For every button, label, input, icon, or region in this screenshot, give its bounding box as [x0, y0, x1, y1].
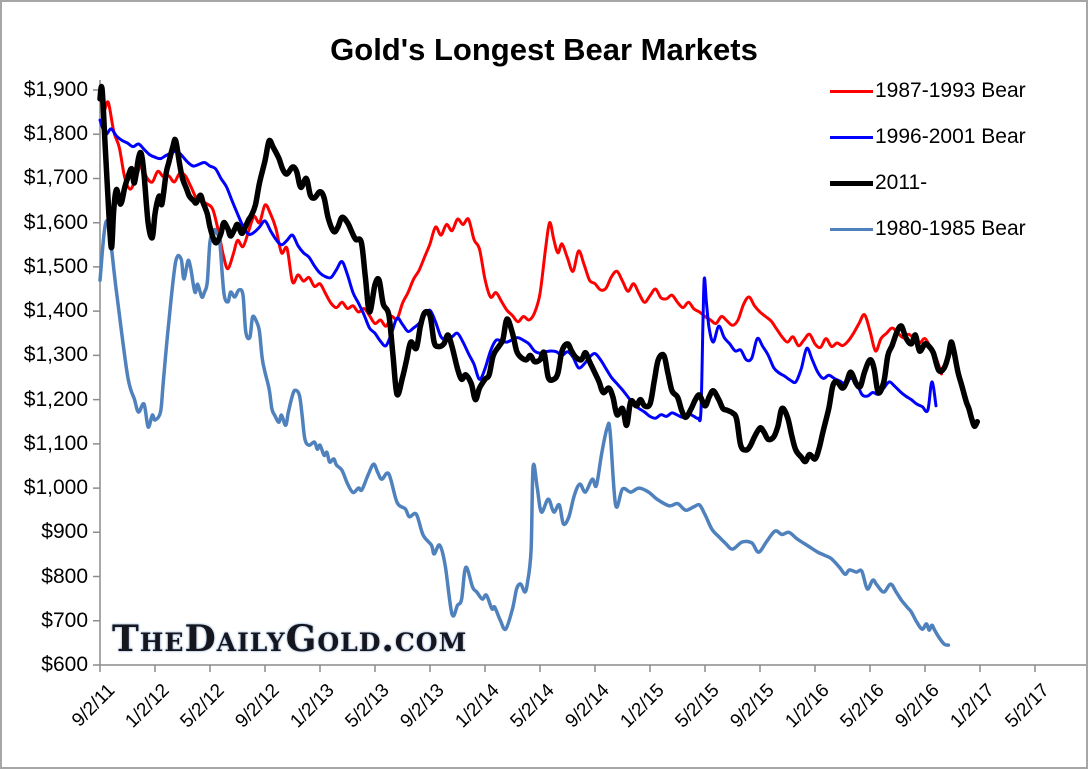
y-axis-label: $700: [41, 608, 88, 632]
series-line-1987-1993-bear: [98, 88, 943, 376]
legend-item-4: 1980-1985 Bear: [830, 206, 1026, 252]
legend-label: 1996-2001 Bear: [875, 125, 1026, 148]
y-axis-label: $900: [41, 520, 88, 544]
legend-item-1: 1987-1993 Bear: [830, 68, 1026, 114]
legend-line-swatch: [830, 89, 873, 93]
axis-lines: [93, 80, 1086, 672]
legend-item-2: 1996-2001 Bear: [830, 114, 1026, 160]
chart-title: Gold's Longest Bear Markets: [330, 32, 758, 67]
y-axis-label: $1,800: [23, 122, 88, 146]
legend-label: 1987-1993 Bear: [875, 79, 1026, 102]
y-axis-label: $600: [41, 653, 88, 676]
series-line-1980-1985-bear: [98, 219, 951, 647]
y-axis-label: $1,100: [23, 431, 88, 455]
y-axis-label: $1,700: [23, 166, 88, 190]
legend-line-swatch: [830, 227, 873, 231]
series-line-2011: [97, 83, 981, 465]
y-axis-label: $800: [41, 564, 88, 588]
y-axis-label: $1,600: [23, 210, 88, 234]
series-line-1996-2001-bear: [98, 118, 938, 423]
legend-line-swatch: [830, 180, 873, 186]
legend-line-swatch: [830, 135, 873, 139]
y-axis-label: $1,900: [23, 78, 88, 101]
y-axis-label: $1,500: [23, 254, 88, 278]
y-axis-label: $1,300: [23, 343, 88, 367]
watermark-logo: TheDailyGold.com: [112, 618, 468, 660]
legend-label: 2011-: [875, 171, 928, 194]
legend: 1987-1993 Bear 1996-2001 Bear 2011- 1980-19…: [830, 68, 1026, 252]
legend-item-3: 2011-: [830, 160, 1026, 206]
y-axis-label: $1,200: [23, 387, 88, 411]
y-axis-label: $1,000: [23, 476, 88, 500]
legend-label: 1980-1985 Bear: [875, 217, 1026, 240]
y-axis-label: $1,400: [23, 299, 88, 323]
